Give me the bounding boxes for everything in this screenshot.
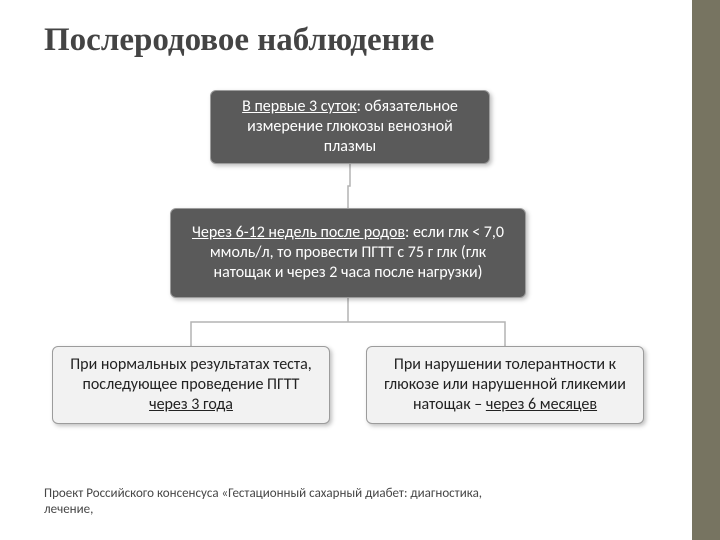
node-lead: В первые 3 суток <box>242 97 357 116</box>
node-normal-result: При нормальных результатах теста, послед… <box>52 346 330 424</box>
node-lead: Через 6-12 недель после родов <box>192 223 405 242</box>
footer-line-2: лечение, <box>44 502 604 518</box>
footer-citation: Проект Российского консенсуса «Гестацион… <box>44 486 604 519</box>
node-text: Через 6-12 недель после родов: если глк … <box>185 223 511 283</box>
page-title: Послеродовое наблюдение <box>44 22 434 59</box>
node-6-12-weeks: Через 6-12 недель после родов: если глк … <box>170 208 526 298</box>
node-text: При нарушении толерантности к глюкозе ил… <box>381 355 629 415</box>
node-first-3-days: В первые 3 суток: обязательное измерение… <box>210 90 490 164</box>
flowchart: В первые 3 суток: обязательное измерение… <box>0 90 692 470</box>
node-tail: через 6 месяцев <box>486 395 597 414</box>
node-tail: через 3 года <box>149 395 233 414</box>
node-text: В первые 3 суток: обязательное измерение… <box>225 97 475 157</box>
node-impaired-result: При нарушении толерантности к глюкозе ил… <box>366 346 644 424</box>
footer-line-1: Проект Российского консенсуса «Гестацион… <box>44 486 604 502</box>
node-plain: При нормальных результатах теста, послед… <box>70 355 312 394</box>
node-text: При нормальных результатах теста, послед… <box>67 355 315 415</box>
slide-accent-bar <box>692 0 720 540</box>
